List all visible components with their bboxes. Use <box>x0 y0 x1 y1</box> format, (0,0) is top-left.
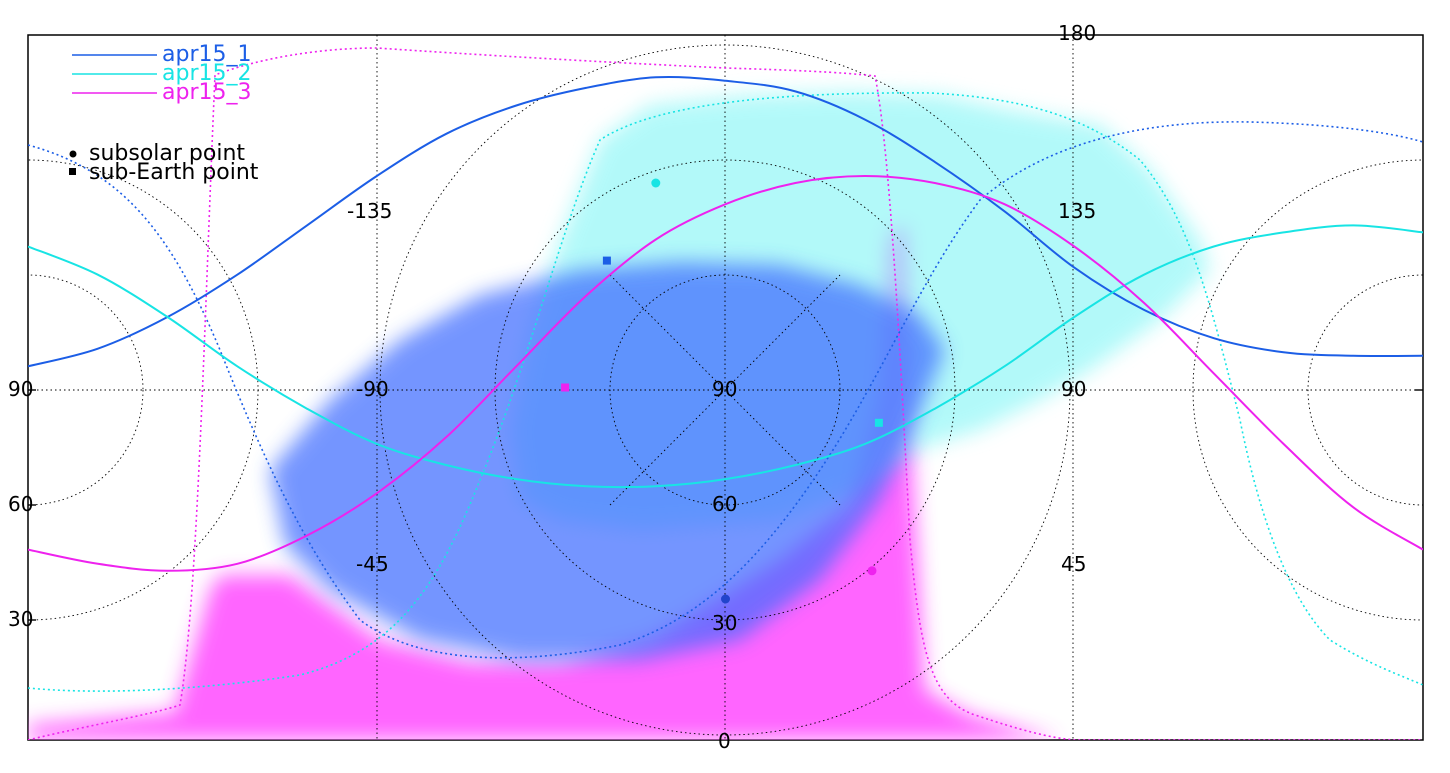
apr15_3-line <box>28 174 1423 572</box>
apr15_1-sub-earth-point <box>602 256 611 265</box>
legend-sub-earth-symbol <box>69 168 76 175</box>
tick-label-lower-center: 60 <box>712 492 737 516</box>
apr15_1-line <box>28 75 1423 368</box>
apr15_2-subsolar-point <box>651 178 661 188</box>
grid-diagonal <box>609 274 841 506</box>
apr15_1-subsolar-point <box>721 594 730 604</box>
tick-label-middle-right: 90 <box>1061 377 1086 401</box>
grid-lines <box>28 35 1423 740</box>
apr15_2-line <box>28 224 1423 489</box>
tick-label-lat-90: 90 <box>8 377 33 401</box>
tick-label-middle-center: 90 <box>712 377 737 401</box>
legend-label-apr15_2: apr15_2 <box>162 61 251 86</box>
apr15_3-dotted-curve <box>28 47 1423 740</box>
tick-label-bottom-center-30: 30 <box>712 611 737 635</box>
legend-label-apr15_3: apr15_3 <box>162 80 251 105</box>
tick-label-upper-left: -135 <box>347 199 392 223</box>
grid-circle <box>1307 274 1423 506</box>
apr15_1-dotted-curve <box>28 121 1423 659</box>
apr15_3-subsolar-point <box>867 566 877 576</box>
legend-subsolar-symbol <box>69 150 77 158</box>
grid-circle <box>28 274 144 506</box>
frame-ticks <box>28 389 1423 621</box>
apr15_2-dotted-curve <box>28 92 1423 692</box>
legend-sub-earth-label: sub-Earth point <box>89 160 259 185</box>
legend-subsolar-label: subsolar point <box>89 141 245 166</box>
grid-circle <box>494 159 956 621</box>
legend-label-apr15_1: apr15_1 <box>162 42 251 67</box>
tick-label-middle-left: -90 <box>356 377 389 401</box>
grid-circle <box>609 274 841 506</box>
apr15_2-sub-earth-point <box>874 418 883 427</box>
grid-circle <box>28 159 259 621</box>
tick-label-top: 180 <box>1058 21 1096 45</box>
tick-label-lat-60: 60 <box>8 492 33 516</box>
tick-label-lat-30: 30 <box>8 607 33 631</box>
grid-circle <box>379 44 1071 736</box>
tick-label-lower-right: 45 <box>1061 552 1086 576</box>
apr15_3-sub-earth-point <box>561 383 570 392</box>
legend: apr15_1 apr15_2 apr15_3 subsolar point s… <box>69 42 259 185</box>
plot-content <box>28 35 1423 740</box>
apr15_1-region <box>270 262 945 660</box>
apr15_3-region <box>28 225 1060 740</box>
tick-label-upper-right: 135 <box>1058 199 1096 223</box>
tick-label-bottom-center-0: 0 <box>718 729 731 753</box>
tick-label-lower-left: -45 <box>356 552 389 576</box>
